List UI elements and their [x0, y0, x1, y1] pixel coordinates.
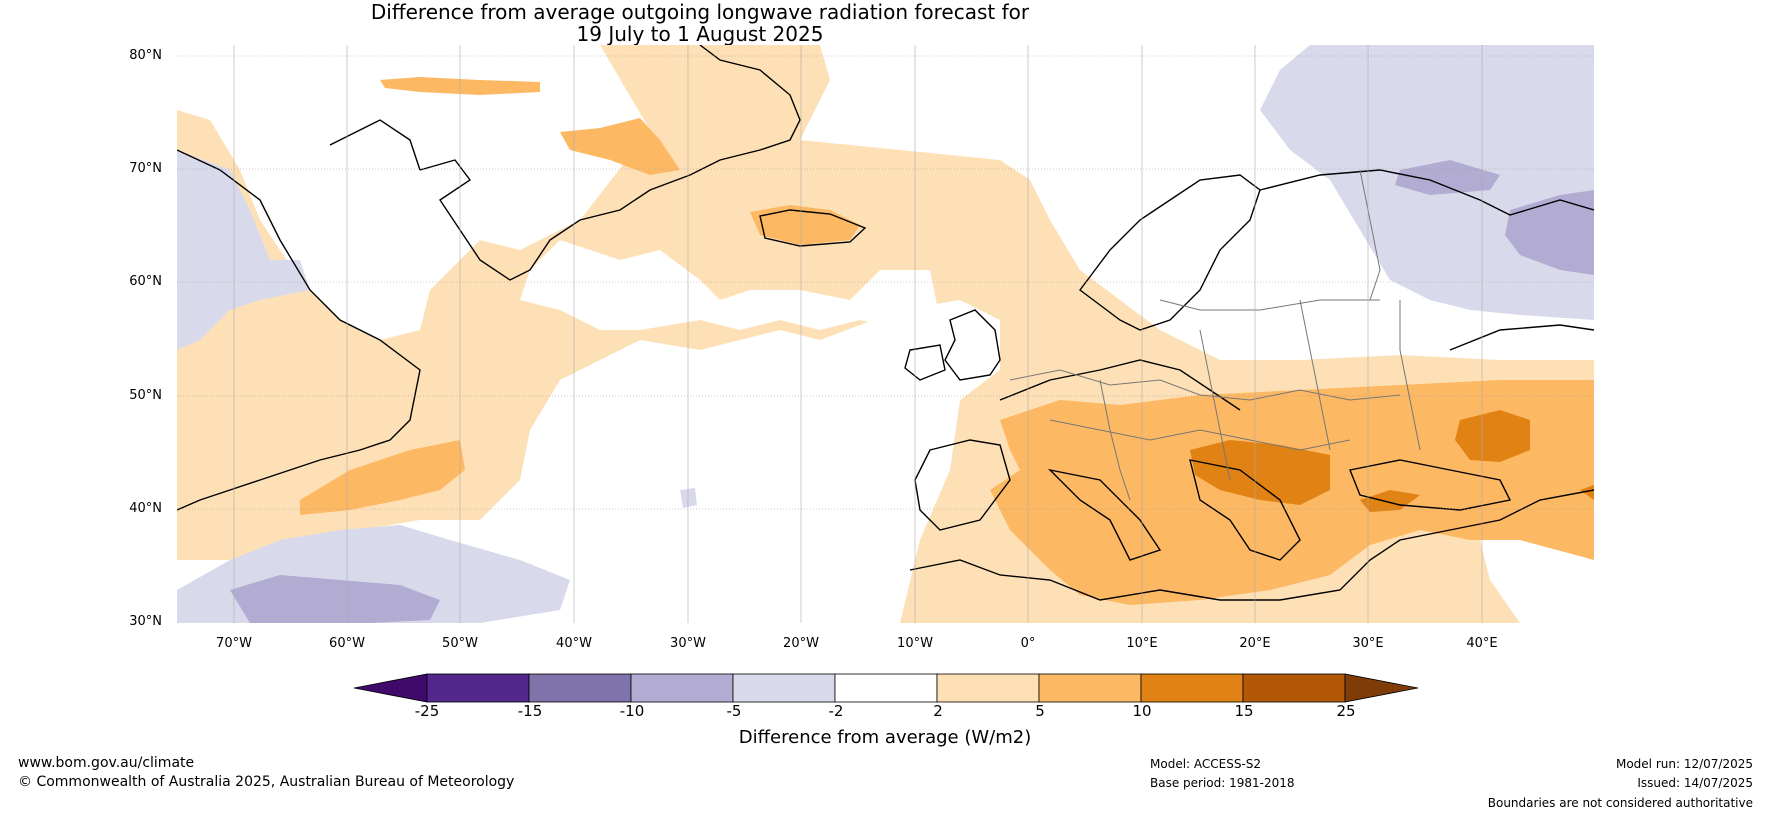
colorbar-tick: 25 — [1336, 702, 1356, 720]
coastlines — [177, 45, 1594, 601]
lon-label-70w: 70°W — [216, 636, 252, 651]
lon-label-20e: 20°E — [1239, 636, 1271, 651]
lon-label-30w: 30°W — [670, 636, 706, 651]
lat-label-50n: 50°N — [129, 388, 162, 403]
colorbar-segment — [732, 673, 836, 703]
colorbar-segment — [1038, 673, 1142, 703]
map-title-line1: Difference from average outgoing longwav… — [370, 0, 1030, 24]
meridians — [233, 45, 1483, 623]
colorbar-tick: -2 — [828, 702, 844, 720]
colorbar-label: Difference from average (W/m2) — [738, 727, 1032, 748]
colorbar-tick: 5 — [1035, 702, 1045, 720]
lat-label-60n: 60°N — [129, 274, 162, 289]
colorbar-segment — [834, 673, 938, 703]
colorbar-tick: 10 — [1132, 702, 1152, 720]
colorbar-extend-low — [353, 673, 428, 703]
model-run-date: Model run: 12/07/2025 — [1615, 757, 1753, 771]
colorbar-segments — [353, 673, 1419, 703]
model-name: Model: ACCESS-S2 — [1150, 757, 1262, 771]
issued-date: Issued: 14/07/2025 — [1637, 776, 1753, 790]
colorbar-tick: 15 — [1234, 702, 1254, 720]
colorbar-tick: -15 — [517, 702, 543, 720]
boundaries-disclaimer: Boundaries are not considered authoritat… — [1487, 796, 1753, 810]
lat-label-70n: 70°N — [129, 161, 162, 176]
colorbar-tick: -5 — [726, 702, 742, 720]
lon-label-20w: 20°W — [783, 636, 819, 651]
colorbar-segment — [936, 673, 1040, 703]
colorbar — [353, 673, 1419, 703]
graticule — [177, 55, 1594, 510]
colorbar-segment — [426, 673, 530, 703]
lon-label-50w: 50°W — [442, 636, 478, 651]
lon-label-40e: 40°E — [1466, 636, 1498, 651]
lon-label-10e: 10°E — [1126, 636, 1158, 651]
lon-label-40w: 40°W — [556, 636, 592, 651]
base-period: Base period: 1981-2018 — [1150, 776, 1295, 790]
colorbar-segment — [630, 673, 734, 703]
colorbar-tick: 2 — [933, 702, 943, 720]
colorbar-tick: -25 — [414, 702, 440, 720]
map-title-line2: 19 July to 1 August 2025 — [576, 22, 824, 46]
lon-label-60w: 60°W — [329, 636, 365, 651]
colorbar-segment — [1140, 673, 1244, 703]
colorbar-tick: -10 — [619, 702, 645, 720]
country-borders — [1009, 169, 1421, 501]
lon-label-30e: 30°E — [1352, 636, 1384, 651]
lon-label-0: 0° — [1020, 636, 1036, 651]
lat-label-30n: 30°N — [129, 614, 162, 629]
website-link[interactable]: www.bom.gov.au/climate — [18, 755, 195, 771]
colorbar-extend-high — [1344, 673, 1419, 703]
lat-label-40n: 40°N — [129, 501, 162, 516]
lat-label-80n: 80°N — [129, 48, 162, 63]
copyright-text: © Commonwealth of Australia 2025, Austra… — [18, 774, 515, 790]
colorbar-segment — [1242, 673, 1346, 703]
lon-label-10w: 10°W — [897, 636, 933, 651]
olr-anomaly-map — [177, 45, 1594, 623]
colorbar-segment — [528, 673, 632, 703]
